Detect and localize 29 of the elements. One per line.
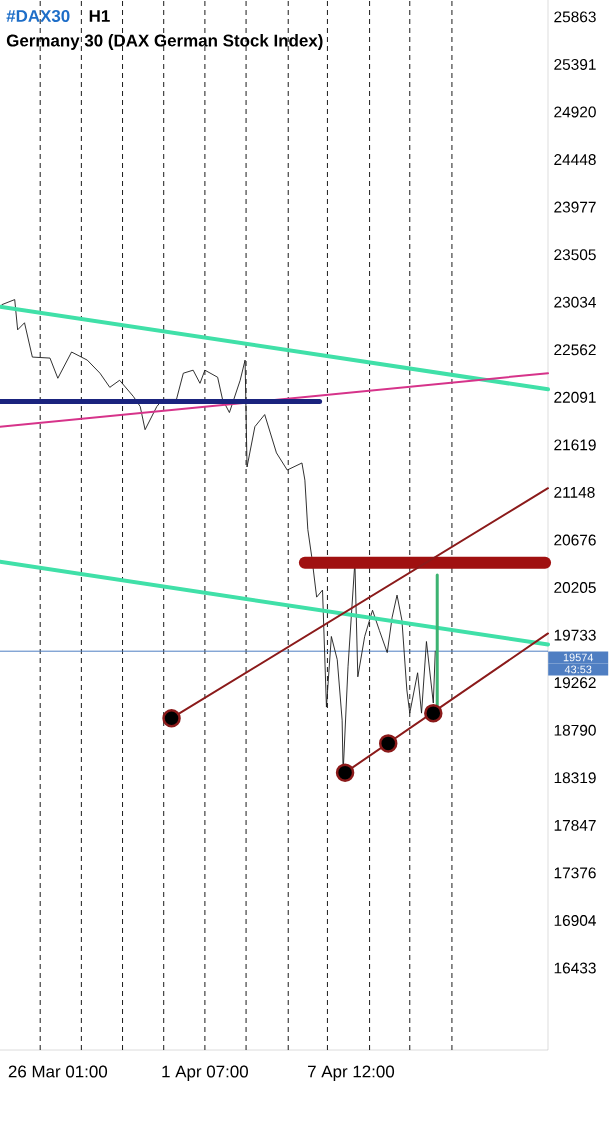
y-tick-label: 18319 — [554, 772, 596, 784]
y-tick-label: 24448 — [554, 154, 596, 166]
y-tick-label: 23034 — [554, 296, 597, 308]
y-tick-label: 23977 — [554, 201, 596, 213]
y-tick-label: 25863 — [554, 11, 596, 23]
y-tick-label: 21148 — [554, 486, 595, 498]
y-tick-label: 16433 — [554, 962, 596, 974]
y-tick-label: 17847 — [554, 819, 596, 831]
x-tick-label: 1 Apr 07:00 — [162, 1065, 248, 1081]
y-tick-label: 19262 — [554, 677, 596, 689]
y-tick-label: 18790 — [554, 724, 596, 736]
y-tick-label: 20676 — [554, 534, 596, 546]
y-tick-label: 19733 — [554, 629, 596, 641]
y-tick-label: 20205 — [554, 582, 596, 594]
chart-subtitle: H1 — [89, 10, 110, 22]
chart-title: #DAX30 — [6, 9, 70, 23]
y-tick-label: 22091 — [554, 391, 596, 403]
y-tick-label: 17376 — [554, 867, 596, 879]
y-tick-label: 21619 — [554, 439, 596, 451]
y-tick-label: 24920 — [554, 106, 596, 118]
y-tick-label: 16904 — [554, 915, 597, 926]
ref-line-label: 19574 — [563, 653, 594, 662]
annotation: 43:53 — [564, 665, 592, 674]
y-tick-label: 25391 — [554, 59, 596, 70]
y-tick-label: 22562 — [554, 344, 596, 356]
annotation: Germany 30 (DAX German Stock Index) — [6, 34, 323, 50]
x-tick-label: 26 Mar 01:00 — [8, 1065, 108, 1078]
y-tick-label: 23505 — [554, 249, 596, 261]
x-tick-label: 7 Apr 12:00 — [308, 1065, 395, 1081]
